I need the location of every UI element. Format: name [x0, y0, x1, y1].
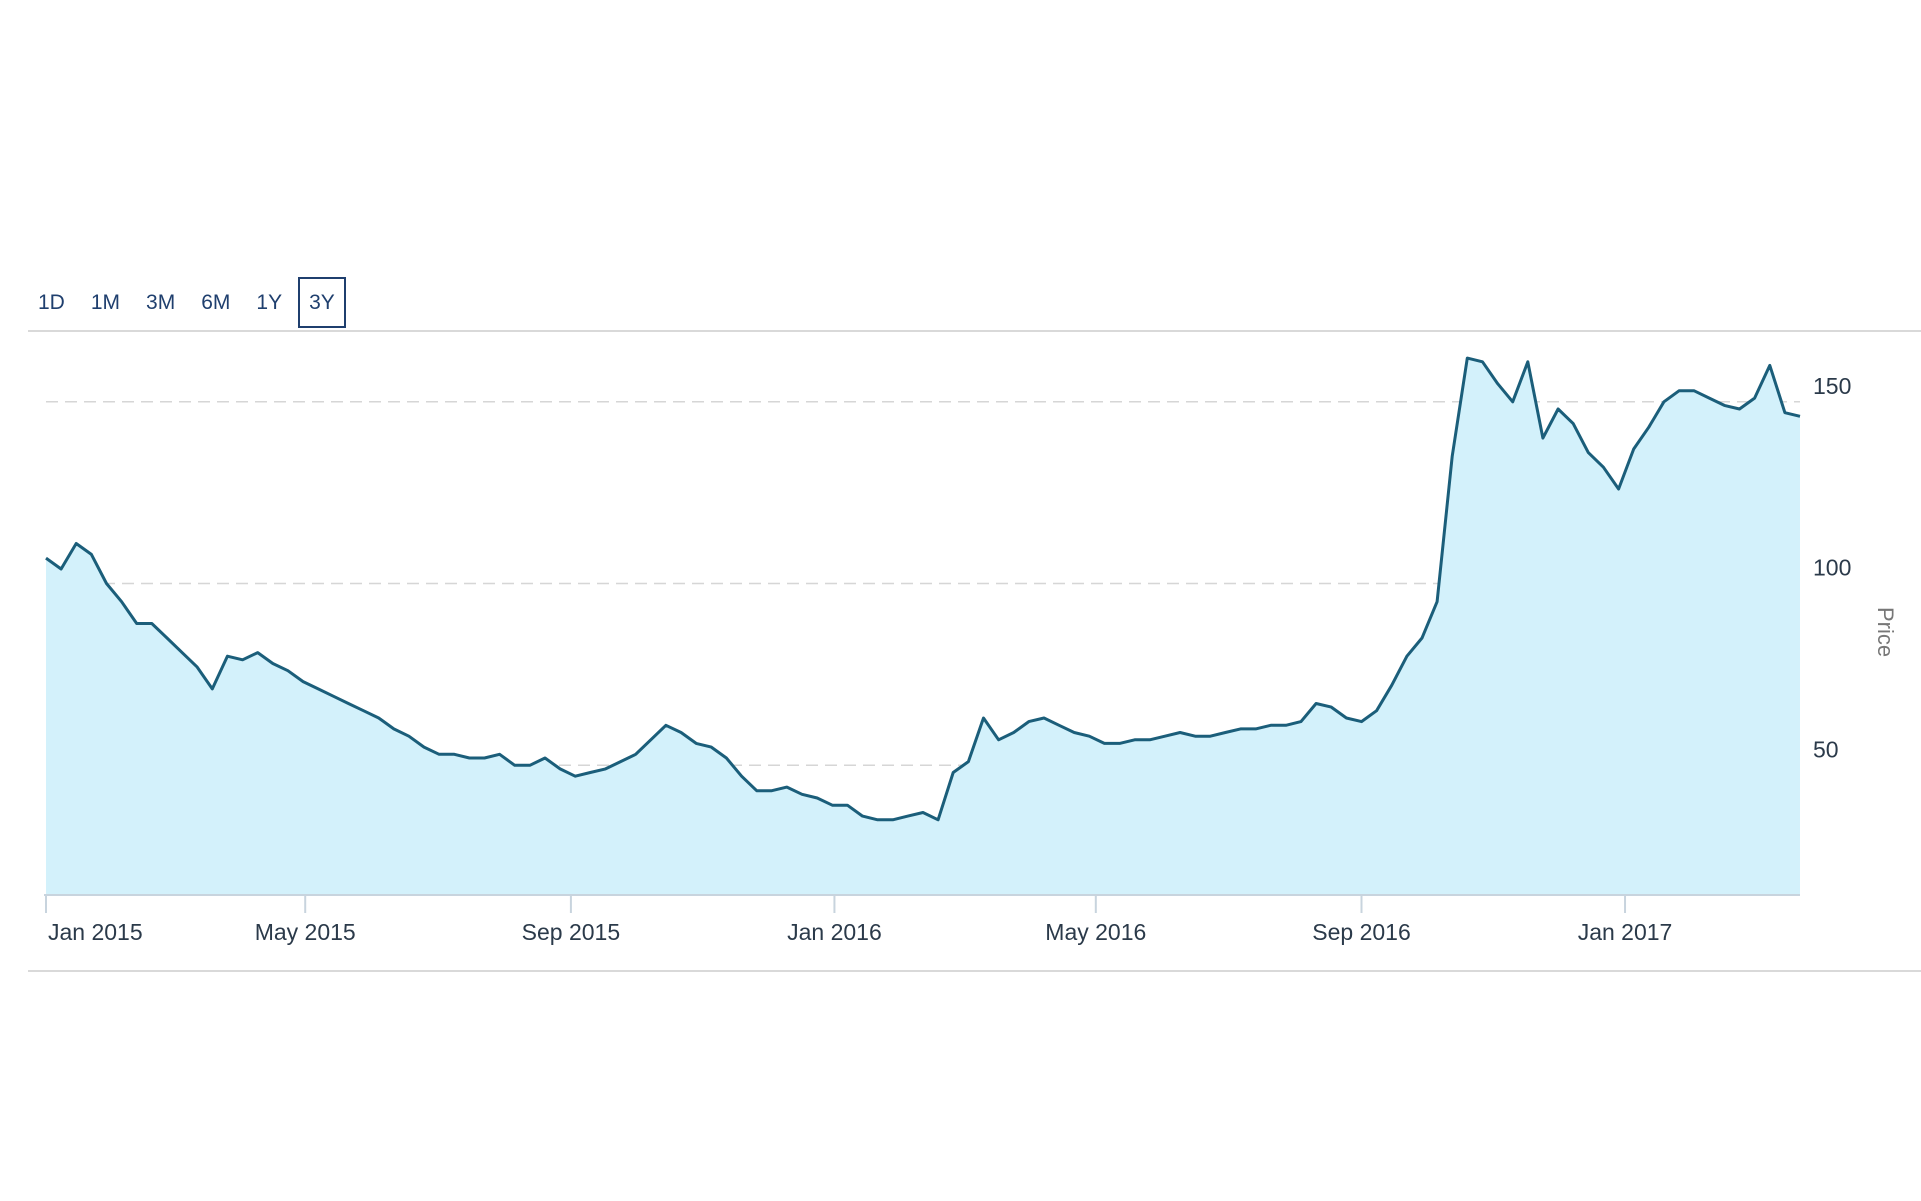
chart-top-border — [28, 330, 1921, 332]
range-button-3m[interactable]: 3M — [136, 280, 185, 325]
x-tick-label-6: Jan 2017 — [1578, 919, 1673, 945]
y-tick-label-2: 150 — [1813, 373, 1851, 399]
x-tick-label-0: Jan 2015 — [48, 919, 143, 945]
x-tick-label-1: May 2015 — [255, 919, 356, 945]
y-axis-title: Price — [1873, 607, 1898, 657]
range-button-1m[interactable]: 1M — [81, 280, 130, 325]
range-button-3y[interactable]: 3Y — [298, 276, 346, 328]
x-tick-label-2: Sep 2015 — [522, 919, 620, 945]
price-line[interactable] — [45, 356, 1801, 822]
price-chart: Jan 2015 May 2015 Sep 2015 Jan 2016 May 2016… — [44, 356, 1898, 945]
range-selector: 1D 1M 3M 6M 1Y 3Y — [28, 275, 346, 329]
x-tick-label-3: Jan 2016 — [787, 919, 882, 945]
price-area-fill — [46, 358, 1800, 896]
y-tick-label-0: 50 — [1813, 736, 1839, 762]
y-tick-label-1: 100 — [1813, 555, 1851, 581]
x-tick-label-4: May 2016 — [1045, 919, 1146, 945]
y-axis: 50 100 150 — [1813, 373, 1851, 763]
x-tick-label-5: Sep 2016 — [1312, 919, 1410, 945]
range-button-6m[interactable]: 6M — [191, 280, 240, 325]
range-button-1d[interactable]: 1D — [28, 280, 75, 325]
range-button-1y[interactable]: 1Y — [246, 280, 292, 325]
x-axis: Jan 2015 May 2015 Sep 2015 Jan 2016 May 2016… — [44, 894, 1800, 945]
chart-bottom-border — [28, 970, 1921, 972]
